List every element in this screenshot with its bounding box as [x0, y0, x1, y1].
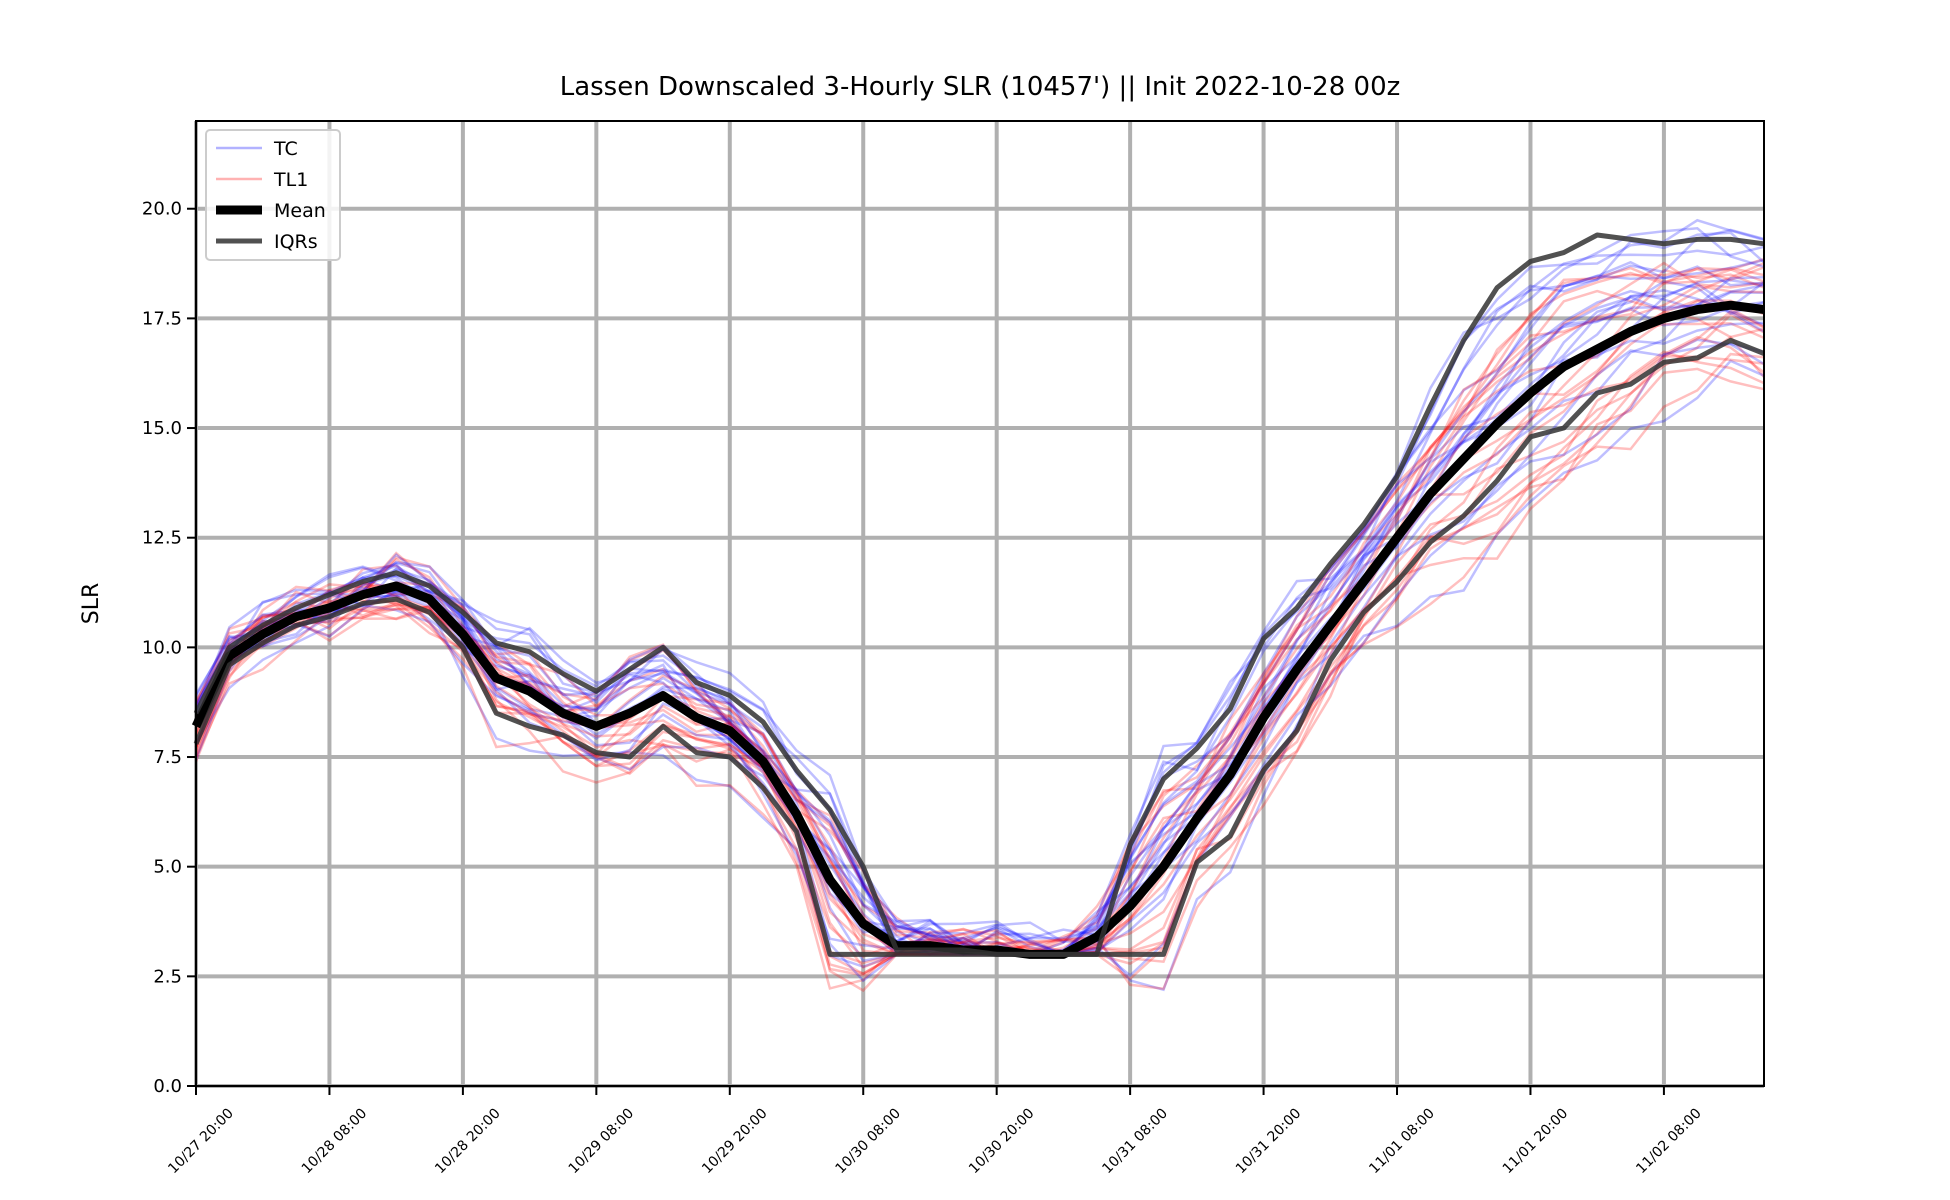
legend-label: TC	[273, 138, 298, 160]
x-tick-label: 10/29 08:00	[566, 1106, 638, 1178]
legend-label: TL1	[273, 169, 308, 191]
iqr-lower-line	[193, 337, 1765, 957]
tc-member-line	[194, 231, 1765, 957]
legend: TC TL1 Mean IQRs	[205, 129, 341, 261]
x-tick-label: 11/01 08:00	[1366, 1106, 1438, 1178]
y-tick-label: 7.5	[153, 747, 182, 768]
legend-label: IQRs	[274, 231, 318, 253]
x-tick-label: 10/30 20:00	[966, 1106, 1038, 1178]
y-tick-label: 17.5	[142, 308, 182, 329]
y-tick-label: 15.0	[142, 418, 182, 439]
x-tick-label: 10/28 20:00	[432, 1106, 504, 1178]
y-tick-label: 5.0	[153, 857, 182, 878]
x-tick-label: 10/30 08:00	[833, 1106, 905, 1178]
legend-box	[205, 129, 341, 261]
chart-title: Lassen Downscaled 3-Hourly SLR (10457') …	[560, 72, 1401, 102]
summary-lines	[191, 232, 1765, 959]
legend-label: Mean	[274, 200, 326, 222]
y-tick-label: 0.0	[153, 1076, 182, 1097]
x-tick-label: 10/29 20:00	[699, 1106, 771, 1178]
x-tick-label: 11/01 20:00	[1500, 1106, 1572, 1178]
tc-member-line	[194, 227, 1765, 956]
x-tick-label: 10/31 20:00	[1233, 1106, 1305, 1178]
x-tick-label: 11/02 08:00	[1633, 1106, 1705, 1178]
plot-frame	[195, 120, 1765, 1087]
x-tick-label: 10/31 08:00	[1099, 1106, 1171, 1178]
y-axis-ticks: 0.0 2.5 5.0 7.5 10.0 12.5 15.0 17.5 20.0	[142, 199, 196, 1097]
y-tick-label: 2.5	[153, 966, 182, 987]
y-axis-label: SLR	[79, 583, 104, 625]
y-tick-label: 12.5	[142, 528, 182, 549]
x-tick-label: 10/28 08:00	[299, 1106, 371, 1178]
y-tick-label: 20.0	[142, 199, 182, 220]
tc-member-line	[194, 342, 1765, 983]
x-tick-label: 10/27 20:00	[165, 1106, 237, 1178]
x-axis-ticks: 10/27 20:00 10/28 08:00 10/28 20:00 10/29 0…	[165, 1086, 1705, 1178]
y-tick-label: 10.0	[142, 637, 182, 658]
